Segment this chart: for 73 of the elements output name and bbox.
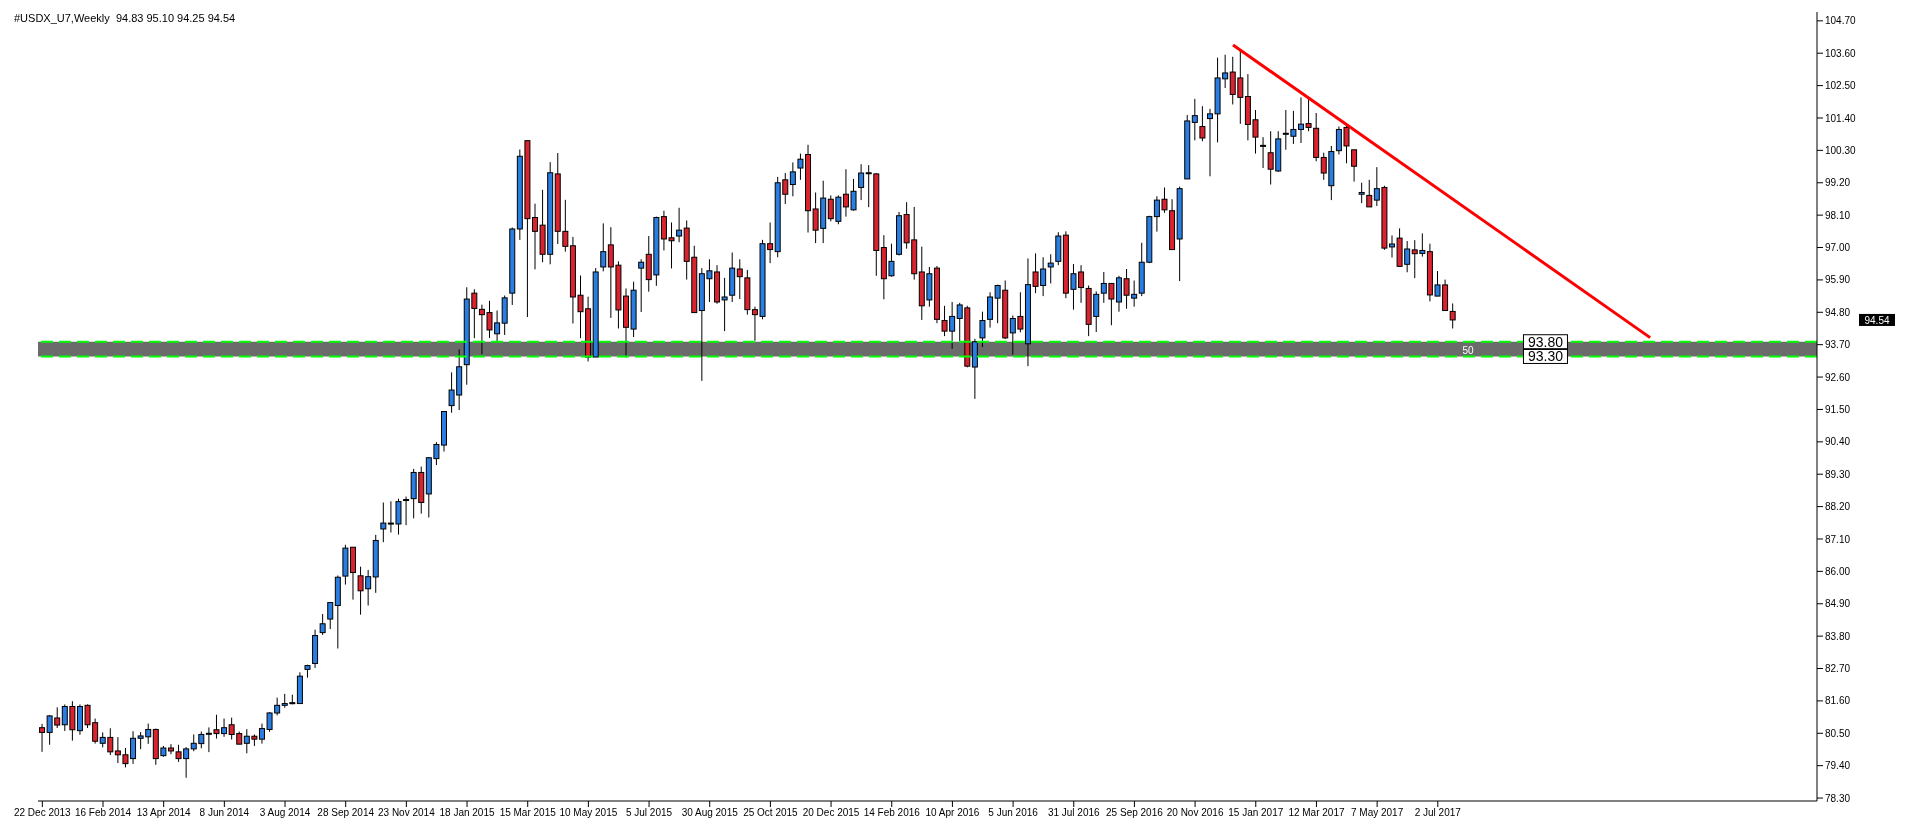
candlestick bbox=[858, 163, 865, 201]
candlestick bbox=[380, 501, 387, 543]
x-tick-label: 5 Jul 2015 bbox=[625, 807, 673, 819]
candlestick bbox=[789, 161, 796, 197]
annotation: 50 bbox=[1462, 345, 1475, 357]
x-tick-label: 28 Sep 2014 bbox=[317, 807, 375, 819]
x-tick-label: 8 Jun 2014 bbox=[199, 807, 250, 819]
x-tick-label: 12 Mar 2017 bbox=[1288, 807, 1345, 819]
text: 94.54 bbox=[1864, 314, 1890, 326]
y-tick-label: 98.10 bbox=[1825, 209, 1851, 221]
y-tick-label: 86.00 bbox=[1825, 565, 1851, 577]
candlestick bbox=[1449, 302, 1456, 329]
x-tick-label: 20 Nov 2016 bbox=[1166, 807, 1224, 819]
x-tick-label: 18 Jan 2015 bbox=[439, 807, 495, 819]
candlestick bbox=[1366, 179, 1373, 208]
y-tick-label: 95.90 bbox=[1825, 274, 1851, 286]
y-tick-label: 80.50 bbox=[1825, 727, 1851, 739]
x-tick-label: 15 Jan 2017 bbox=[1228, 807, 1284, 819]
candlestick bbox=[979, 311, 986, 348]
x-tick-label: 25 Oct 2015 bbox=[743, 807, 799, 819]
x-tick-label: 10 Apr 2016 bbox=[925, 807, 980, 819]
candlestick bbox=[1191, 98, 1198, 141]
y-tick-label: 83.80 bbox=[1825, 630, 1851, 642]
x-tick-label: 22 Dec 2013 bbox=[13, 807, 72, 819]
ref-line-label: 93.30 bbox=[1527, 348, 1564, 365]
x-tick-label: 14 Feb 2016 bbox=[863, 807, 921, 819]
chart-title: #USDX_U7,Weekly 94.83 95.10 94.25 94.54 bbox=[14, 12, 236, 24]
y-tick-label: 103.60 bbox=[1825, 47, 1857, 59]
y-tick-label: 84.90 bbox=[1825, 598, 1851, 610]
x-tick-label: 3 Aug 2014 bbox=[259, 807, 311, 819]
y-tick-label: 81.60 bbox=[1825, 695, 1851, 707]
x-tick-label: 30 Aug 2015 bbox=[681, 807, 739, 819]
candlestick bbox=[676, 207, 683, 243]
candlestick bbox=[403, 496, 410, 526]
candlestick bbox=[327, 602, 334, 630]
x-tick-label: 13 Apr 2014 bbox=[136, 807, 192, 819]
x-tick-label: 23 Nov 2014 bbox=[378, 807, 436, 819]
candlestick bbox=[600, 222, 607, 272]
x-tick-label: 7 May 2017 bbox=[1350, 807, 1404, 819]
y-tick-label: 79.40 bbox=[1825, 760, 1851, 772]
x-tick-label: 2 Jul 2017 bbox=[1414, 807, 1462, 819]
x-tick-label: 20 Dec 2015 bbox=[802, 807, 860, 819]
y-tick-label: 78.30 bbox=[1825, 792, 1851, 804]
x-tick-label: 15 Mar 2015 bbox=[499, 807, 557, 819]
y-tick-label: 97.00 bbox=[1825, 242, 1851, 254]
candlestick bbox=[319, 613, 326, 636]
y-tick-label: 100.30 bbox=[1825, 144, 1857, 156]
y-tick-label: 89.30 bbox=[1825, 468, 1851, 480]
y-tick-label: 91.50 bbox=[1825, 403, 1851, 415]
candlestick bbox=[1351, 149, 1358, 183]
y-tick-label: 82.70 bbox=[1825, 663, 1851, 675]
y-tick-label: 87.10 bbox=[1825, 533, 1851, 545]
y-tick-label: 92.60 bbox=[1825, 371, 1851, 383]
y-tick-label: 94.80 bbox=[1825, 306, 1851, 318]
candlestick bbox=[638, 258, 645, 313]
x-tick-label: 10 May 2015 bbox=[559, 807, 618, 819]
y-tick-label: 88.20 bbox=[1825, 501, 1851, 513]
y-tick-label: 104.70 bbox=[1825, 15, 1857, 27]
candlestick bbox=[1199, 105, 1206, 142]
ref-line-label: 93.80 bbox=[1527, 333, 1564, 350]
y-tick-label: 90.40 bbox=[1825, 436, 1851, 448]
candlestick bbox=[1047, 253, 1054, 284]
y-tick-label: 102.50 bbox=[1825, 80, 1857, 92]
candlestick bbox=[1358, 182, 1365, 204]
x-tick-label: 31 Jul 2016 bbox=[1047, 807, 1101, 819]
x-tick-label: 25 Sep 2016 bbox=[1106, 807, 1164, 819]
x-tick-label: 16 Feb 2014 bbox=[74, 807, 132, 819]
candlestick bbox=[736, 258, 743, 300]
x-tick-label: 5 Jun 2016 bbox=[988, 807, 1039, 819]
y-tick-label: 99.20 bbox=[1825, 177, 1851, 189]
y-tick-label: 93.70 bbox=[1825, 339, 1851, 351]
y-tick-label: 101.40 bbox=[1825, 112, 1857, 124]
candlestick bbox=[1260, 136, 1267, 169]
